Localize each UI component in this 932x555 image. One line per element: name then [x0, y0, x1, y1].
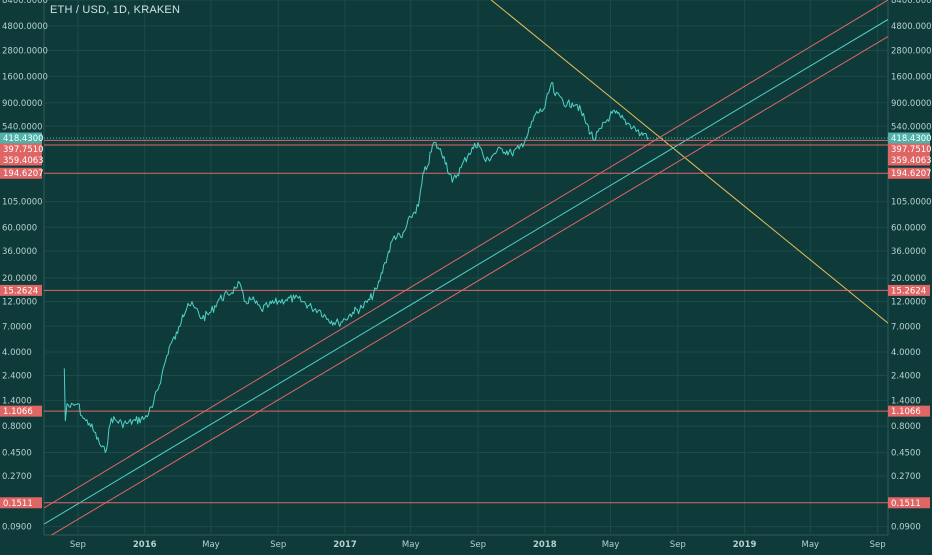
- level-label-bg-right: [888, 405, 930, 417]
- level-label-bg-left: [0, 284, 42, 296]
- level-label-bg-right: [888, 497, 930, 509]
- y-tick-label-right: 2.4000: [891, 372, 921, 382]
- y-tick-label-right: 0.0900: [891, 523, 921, 533]
- y-tick-label-right: 4.0000: [891, 348, 921, 358]
- x-tick-label: May: [402, 540, 420, 550]
- y-axis: 8400.0000 8400.0000 4800.0000 4800.0000 2800…: [2, 0, 932, 533]
- level-label-bg-left: [0, 132, 42, 144]
- y-tick-label-left: 105.0000: [2, 198, 43, 208]
- level-label-right: 397.7510: [891, 145, 932, 155]
- y-tick-label-left: 2.4000: [2, 372, 32, 382]
- level-label-bg-right: [888, 284, 930, 296]
- trend-line: [490, 0, 888, 324]
- y-tick-label-right: 105.0000: [891, 198, 932, 208]
- price-line: [63, 82, 650, 453]
- x-tick-label: Sep: [70, 540, 86, 550]
- y-tick-label-left: 0.8000: [2, 422, 32, 432]
- y-tick-label-right: 12.0000: [891, 297, 926, 307]
- level-label-bg-left: [0, 497, 42, 509]
- gridlines: [43, 0, 889, 536]
- y-tick-label-left: 4800.0000: [2, 22, 48, 32]
- level-label-bg-left: [0, 405, 42, 417]
- x-tick-label: 2018: [533, 540, 557, 550]
- y-tick-label-left: 0.0900: [2, 523, 32, 533]
- y-tick-label-left: 60.0000: [2, 223, 37, 233]
- y-tick-label-right: 4800.0000: [891, 22, 932, 32]
- level-label-left: 0.1511: [3, 499, 33, 509]
- y-tick-label-right: 8400.0000: [891, 0, 932, 6]
- level-label-right: 15.2624: [891, 286, 926, 296]
- y-tick-label-left: 7.0000: [2, 322, 32, 332]
- y-tick-label-right: 1.4000: [891, 396, 921, 406]
- level-label-right: 418.4300: [891, 134, 932, 144]
- y-tick-label-right: 900.0000: [891, 99, 932, 109]
- level-label-bg-left: [0, 143, 42, 155]
- y-tick-label-left: 4.0000: [2, 348, 32, 358]
- y-tick-label-left: 900.0000: [2, 99, 43, 109]
- trend-line: [44, 0, 888, 509]
- x-tick-label: Sep: [470, 540, 486, 550]
- chart-title: ETH / USD, 1D, KRAKEN: [50, 4, 181, 16]
- x-tick-label: May: [202, 540, 220, 550]
- level-label-right: 1.1066: [891, 407, 921, 417]
- y-tick-label-left: 12.0000: [2, 297, 37, 307]
- y-tick-label-left: 540.0000: [2, 122, 43, 132]
- y-tick-label-right: 0.4500: [891, 449, 921, 459]
- level-label-bg-right: [888, 132, 930, 144]
- level-label-bg-left: [0, 167, 42, 179]
- level-label-bg-right: [888, 167, 930, 179]
- y-tick-label-right: 20.0000: [891, 274, 926, 284]
- y-tick-label-left: 0.4500: [2, 449, 32, 459]
- y-tick-label-left: 0.2700: [2, 472, 32, 482]
- x-tick-label: 2019: [733, 540, 757, 550]
- level-labels: 418.4300397.7510359.4063194.620715.26241…: [0, 132, 932, 509]
- trend-line: [44, 19, 888, 525]
- y-tick-label-right: 60.0000: [891, 223, 926, 233]
- level-label-left: 15.2624: [3, 286, 38, 296]
- y-tick-label-left: 8400.0000: [2, 0, 48, 6]
- x-tick-label: May: [801, 540, 819, 550]
- level-label-left: 418.4300: [3, 134, 44, 144]
- level-label-right: 359.4063: [891, 156, 932, 166]
- x-tick-label: Sep: [270, 540, 286, 550]
- level-label-bg-right: [888, 143, 930, 155]
- trend-lines: [44, 0, 888, 535]
- price-series: [63, 82, 650, 453]
- level-label-left: 194.6207: [3, 169, 44, 179]
- x-tick-label: 2017: [333, 540, 357, 550]
- y-tick-label-right: 7.0000: [891, 322, 921, 332]
- y-tick-label-left: 1.4000: [2, 396, 32, 406]
- level-label-bg-left: [0, 154, 42, 166]
- level-label-left: 397.7510: [3, 145, 44, 155]
- level-label-left: 359.4063: [3, 156, 44, 166]
- horizontal-levels: [44, 137, 888, 504]
- trend-line: [50, 36, 888, 535]
- x-tick-label: Sep: [870, 540, 886, 550]
- y-tick-label-right: 0.8000: [891, 422, 921, 432]
- level-label-right: 194.6207: [891, 169, 932, 179]
- y-tick-label-left: 36.0000: [2, 247, 37, 257]
- x-tick-label: May: [602, 540, 620, 550]
- y-tick-label-left: 1600.0000: [2, 72, 48, 82]
- level-label-bg-right: [888, 154, 930, 166]
- y-tick-label-right: 36.0000: [891, 247, 926, 257]
- y-tick-label-right: 0.2700: [891, 472, 921, 482]
- x-tick-label: Sep: [670, 540, 686, 550]
- x-axis: Sep 2016 May Sep 2017 May Sep 2018 May Sep 2019 May…: [70, 540, 886, 550]
- y-tick-label-right: 2800.0000: [891, 47, 932, 57]
- x-tick-label: 2016: [133, 540, 157, 550]
- y-tick-label-right: 1600.0000: [891, 72, 932, 82]
- y-tick-label-right: 540.0000: [891, 122, 932, 132]
- level-label-left: 1.1066: [3, 407, 33, 417]
- y-tick-label-left: 20.0000: [2, 274, 37, 284]
- y-tick-label-left: 2800.0000: [2, 47, 48, 57]
- level-label-right: 0.1511: [891, 499, 921, 509]
